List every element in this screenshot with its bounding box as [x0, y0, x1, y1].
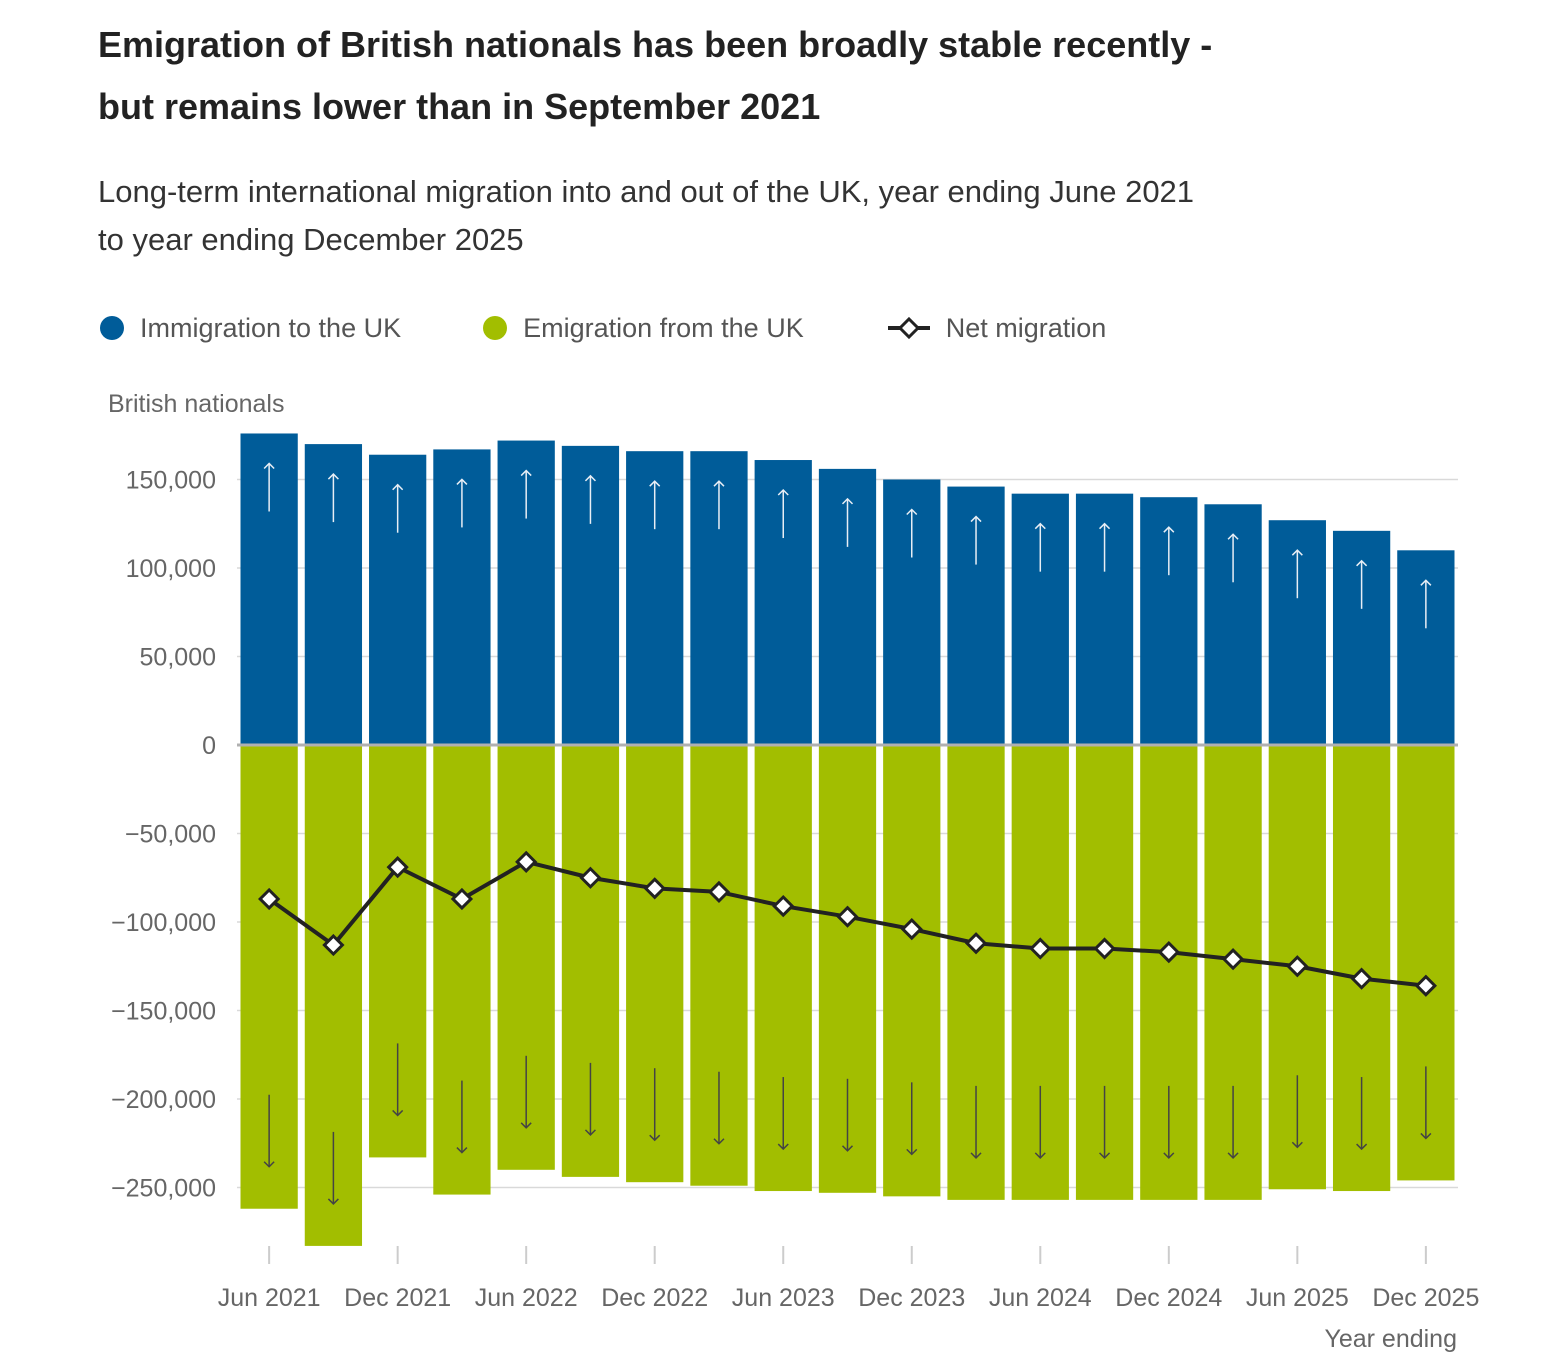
net-migration-point[interactable] [1093, 937, 1116, 960]
legend-label-emigration: Emigration from the UK [523, 312, 804, 343]
x-tick-label: Jun 2024 [989, 1284, 1092, 1312]
x-tick-label: Dec 2023 [858, 1284, 965, 1312]
legend-swatch-emigration [483, 316, 508, 340]
bars [240, 433, 1455, 1246]
net-migration-point[interactable] [1414, 974, 1437, 997]
net-migration-point[interactable] [515, 850, 538, 873]
y-tick-label: 100,000 [126, 555, 216, 583]
net-migration-point[interactable] [1157, 940, 1180, 964]
y-tick-label: −50,000 [125, 821, 216, 849]
y-tick-label: 150,000 [126, 467, 216, 495]
net-migration-point[interactable] [1350, 967, 1373, 990]
net-migration-point[interactable] [1029, 937, 1052, 960]
chart-title: Emigration of British nationals has been… [98, 14, 1378, 138]
title-line-2: but remains lower than in September 2021 [98, 86, 821, 127]
chart-legend: Immigration to the UK Emigration from th… [100, 306, 1188, 350]
bar-immigration [1397, 550, 1455, 745]
legend-item-emigration[interactable]: Emigration from the UK [483, 313, 804, 344]
net-migration-point[interactable] [258, 887, 281, 911]
y-tick-label: −200,000 [111, 1086, 216, 1114]
legend-item-immigration[interactable]: Immigration to the UK [100, 313, 401, 344]
legend-label-net-migration: Net migration [945, 312, 1107, 343]
y-tick-label: 0 [202, 732, 216, 760]
net-migration-point[interactable] [900, 917, 923, 941]
net-migration-point[interactable] [772, 894, 795, 918]
net-migration-point[interactable] [579, 866, 602, 889]
net-migration-point[interactable] [707, 880, 731, 904]
subtitle-line-1: Long-term international migration into a… [98, 174, 1195, 209]
legend-label-immigration: Immigration to the UK [140, 312, 402, 343]
x-tick-label: Jun 2021 [218, 1284, 321, 1312]
y-tick-label: −100,000 [111, 909, 216, 937]
net-migration-point[interactable] [1221, 948, 1245, 971]
x-tick-label: Jun 2025 [1246, 1284, 1349, 1312]
y-tick-label: 50,000 [140, 644, 216, 672]
net-migration-line [258, 850, 1437, 997]
legend-swatch-net-migration [887, 316, 930, 340]
x-axis-title: Year ending [1324, 1325, 1457, 1353]
net-migration-point[interactable] [1286, 955, 1309, 978]
net-migration-point[interactable] [386, 856, 409, 879]
y-axis-title: British nationals [108, 390, 284, 418]
y-tick-label: −250,000 [111, 1175, 216, 1203]
direction-arrows [263, 462, 1432, 1205]
y-tick-label: −150,000 [111, 998, 216, 1026]
legend-swatch-immigration [100, 316, 124, 340]
chart-subtitle: Long-term international migration into a… [98, 168, 1378, 264]
net-migration-point[interactable] [450, 887, 474, 911]
y-axis-ticks: 150,000 100,000 50,000 0 −50,000 −100,000 −150… [111, 467, 216, 1203]
subtitle-line-2: to year ending December 2025 [98, 222, 524, 257]
net-migration-point[interactable] [964, 932, 988, 955]
x-tick-label: Dec 2024 [1115, 1284, 1222, 1312]
x-tick-label: Dec 2025 [1372, 1284, 1479, 1312]
x-tick-label: Jun 2023 [732, 1284, 835, 1312]
net-migration-point[interactable] [643, 877, 666, 900]
net-migration-point[interactable] [836, 905, 859, 928]
x-tick-label: Jun 2022 [475, 1284, 578, 1312]
title-line-1: Emigration of British nationals has been… [98, 24, 1213, 65]
x-axis-ticks: Jun 2021 Dec 2021 Jun 2022 Dec 2022 Jun 2023… [218, 1246, 1479, 1312]
net-migration-point[interactable] [322, 933, 345, 957]
x-tick-label: Dec 2022 [601, 1284, 708, 1312]
legend-item-net-migration[interactable]: Net migration [886, 312, 1107, 344]
x-tick-label: Dec 2021 [344, 1284, 451, 1312]
